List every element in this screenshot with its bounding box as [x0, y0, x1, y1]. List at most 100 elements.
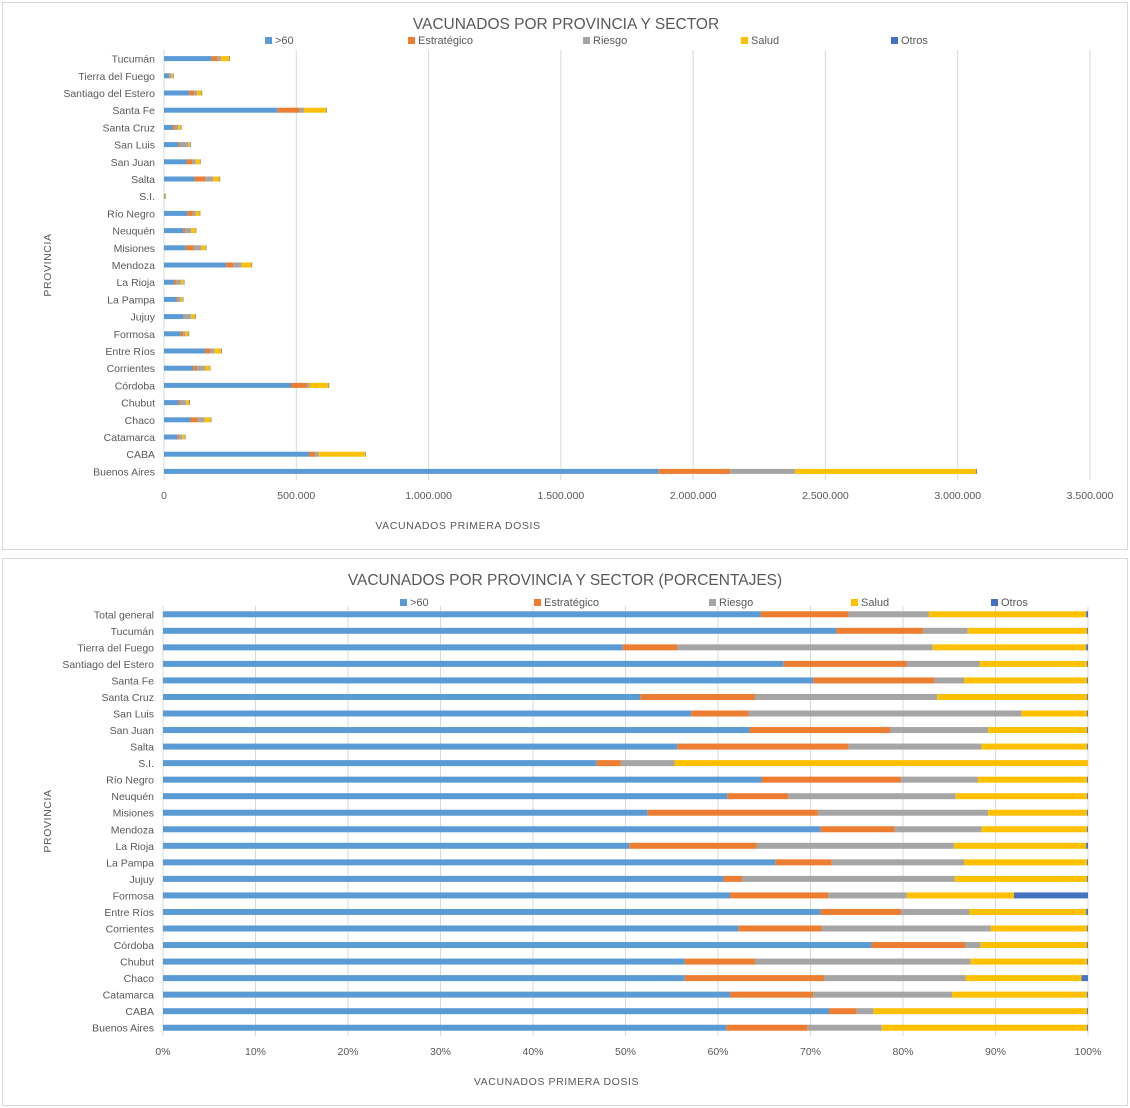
- x-tick-label: 40%: [522, 1046, 543, 1058]
- bar-gt60: [164, 417, 191, 423]
- bar-otros: [1014, 892, 1088, 899]
- bar-salud: [205, 365, 210, 371]
- bar-estrategico: [183, 314, 184, 320]
- bar-otros: [328, 382, 330, 388]
- bar-estrategico: [226, 262, 234, 268]
- category-label: Santiago del Estero: [62, 659, 154, 671]
- bar-estrategico: [174, 279, 177, 285]
- bar-otros: [1087, 710, 1088, 717]
- bar-salud: [970, 958, 1088, 965]
- bar-otros: [1087, 942, 1088, 949]
- bar-otros: [1087, 1008, 1088, 1015]
- bar-salud: [220, 56, 230, 62]
- bar-gt60: [163, 743, 678, 750]
- bar-estrategico: [189, 90, 195, 96]
- bar-salud: [964, 859, 1088, 866]
- legend-swatch-otros: [891, 37, 898, 44]
- bar-salud: [955, 793, 1088, 800]
- bar-otros: [1087, 859, 1088, 866]
- bar-estrategico: [290, 382, 307, 388]
- bar-otros: [365, 451, 366, 457]
- bar-otros: [1087, 1024, 1088, 1031]
- category-label: Jujuy: [130, 312, 155, 324]
- bar-riesgo: [194, 90, 198, 96]
- bar-riesgo: [755, 693, 938, 700]
- bar-gt60: [164, 124, 173, 130]
- bar-salud: [171, 73, 173, 79]
- category-label: Santa Cruz: [102, 122, 155, 134]
- bar-estrategico: [723, 875, 743, 882]
- bar-gt60: [163, 660, 784, 667]
- category-label: Buenos Aires: [93, 466, 155, 478]
- bar-gt60: [163, 975, 685, 982]
- bar-otros: [1087, 660, 1088, 667]
- bar-salud: [165, 193, 167, 199]
- bar-otros: [219, 176, 221, 182]
- bar-estrategico: [186, 159, 193, 165]
- bar-riesgo: [964, 942, 981, 949]
- bar-estrategico: [820, 826, 895, 833]
- x-tick-label: 50%: [615, 1046, 636, 1058]
- bar-salud: [952, 991, 1088, 998]
- bar-estrategico: [172, 124, 175, 130]
- bar-otros: [209, 365, 211, 371]
- bar-salud: [204, 417, 211, 423]
- bar-gt60: [164, 331, 181, 337]
- category-label: Misiones: [114, 243, 155, 255]
- bar-riesgo: [748, 710, 1022, 717]
- bar-salud: [932, 644, 1087, 651]
- bar-riesgo: [828, 892, 907, 899]
- legend-swatch-estrategico: [408, 37, 415, 44]
- bar-gt60: [164, 193, 165, 199]
- bar-otros: [976, 468, 978, 474]
- bar-riesgo: [620, 760, 675, 767]
- bar-estrategico: [622, 644, 678, 651]
- bar-otros: [251, 262, 253, 268]
- bar-estrategico: [677, 743, 849, 750]
- category-label: Corrientes: [107, 363, 155, 375]
- bar-salud: [213, 176, 220, 182]
- category-label: La Pampa: [107, 294, 155, 306]
- x-tick-label: 100%: [1075, 1046, 1102, 1058]
- bar-riesgo: [901, 776, 978, 783]
- bar-estrategico: [813, 677, 935, 684]
- bar-estrategico: [727, 793, 789, 800]
- bar-gt60: [163, 892, 731, 899]
- bar-otros: [188, 331, 190, 337]
- legend-label-salud: Salud: [861, 597, 889, 609]
- bar-estrategico: [829, 1008, 857, 1015]
- bar-salud: [318, 451, 366, 457]
- bar-estrategico: [176, 296, 178, 302]
- bar-gt60: [164, 90, 190, 96]
- bar-gt60: [163, 693, 641, 700]
- bar-gt60: [164, 107, 278, 113]
- bar-gt60: [163, 710, 692, 717]
- category-label: Total general: [94, 609, 154, 621]
- bar-gt60: [163, 727, 750, 734]
- category-label: Santa Cruz: [101, 692, 154, 704]
- bar-gt60: [163, 942, 872, 949]
- legend-swatch-otros: [991, 599, 998, 606]
- bar-otros: [1087, 627, 1088, 634]
- legend-swatch-riesgo: [583, 37, 590, 44]
- category-label: Catamarca: [103, 990, 155, 1002]
- bar-riesgo: [180, 142, 189, 148]
- category-label: Entre Ríos: [104, 907, 154, 919]
- bar-estrategico: [684, 975, 825, 982]
- category-label: Tucumán: [112, 54, 156, 66]
- bar-salud: [180, 279, 184, 285]
- bar-riesgo: [192, 210, 196, 216]
- legend-swatch-estrategico: [534, 599, 541, 606]
- bar-gt60: [164, 365, 194, 371]
- bar-riesgo: [183, 314, 192, 320]
- bar-gt60: [164, 210, 188, 216]
- bar-gt60: [164, 279, 175, 285]
- bar-riesgo: [177, 296, 181, 302]
- bar-gt60: [164, 228, 184, 234]
- bar-estrategico: [684, 958, 755, 965]
- category-label: Santiago del Estero: [63, 88, 155, 100]
- x-tick-label: 3.000.000: [934, 490, 981, 502]
- bar-gt60: [164, 56, 212, 62]
- category-label: Catamarca: [104, 432, 156, 444]
- bar-otros: [1087, 925, 1088, 932]
